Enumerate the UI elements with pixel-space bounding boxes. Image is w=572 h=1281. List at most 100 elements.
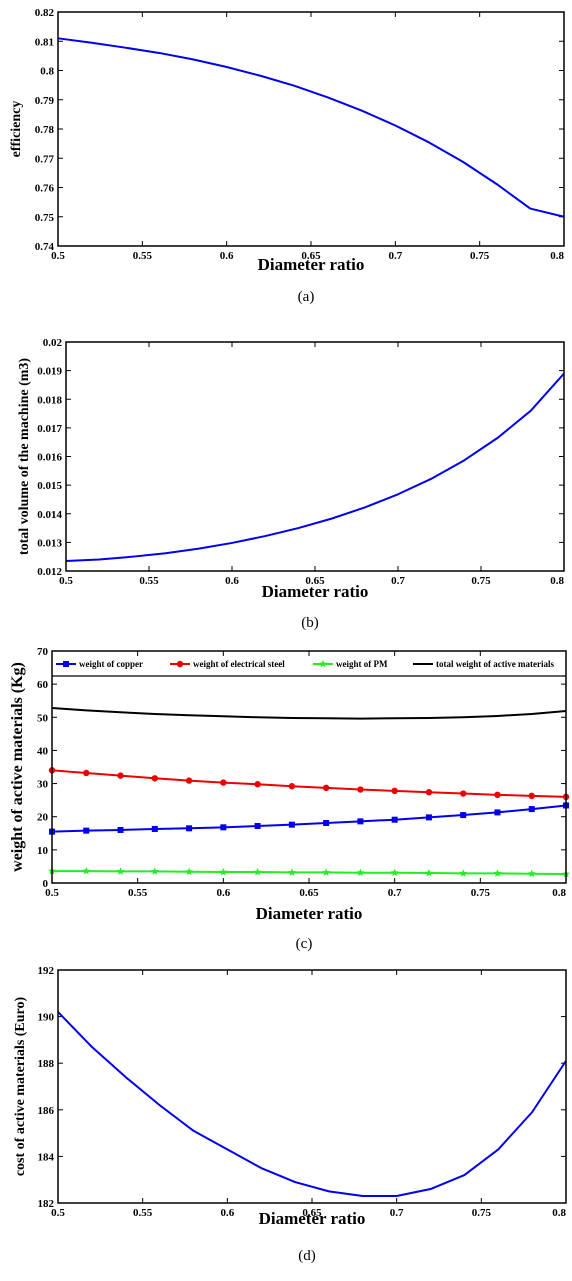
x-axis-label: Diameter ratio [262, 582, 369, 601]
y-tick-label: 20 [37, 812, 49, 824]
axis-ticks: 0.5 0.55 0.6 0.65 0.7 0.75 0.8 0 10 20 30 40 50 60 70 [37, 646, 567, 899]
data-point [116, 867, 125, 875]
data-point [425, 814, 432, 821]
y-tick-label: 70 [37, 646, 49, 658]
x-axis-label: Diameter ratio [258, 255, 365, 274]
x-tick-label: 0.8 [552, 887, 566, 899]
data-point [82, 866, 91, 875]
data-point [494, 791, 501, 799]
plot-frame [65, 341, 565, 572]
plot-frame [51, 650, 567, 884]
data-point [459, 869, 468, 877]
x-tick-label: 0.65 [302, 1207, 322, 1219]
y-tick-label: 192 [38, 965, 55, 977]
data-point [391, 787, 398, 795]
y-tick-label: 0.015 [37, 480, 62, 492]
axis-ticks: 0.5 0.55 0.6 0.65 0.7 0.75 0.8 182 184 186 188 190 1… [38, 965, 567, 1219]
y-tick-label: 0.74 [35, 241, 55, 253]
plot-marks [48, 767, 570, 878]
y-tick-label: 0.018 [37, 394, 62, 406]
y-tick-label: 0.017 [37, 423, 62, 435]
legend-marker-pm [319, 659, 327, 668]
x-tick-label: 0.65 [305, 575, 325, 587]
data-point [357, 818, 364, 825]
data-point [528, 806, 535, 813]
x-tick-label: 0.8 [550, 250, 564, 262]
y-tick-label: 0.81 [35, 36, 54, 48]
data-point [528, 792, 535, 800]
x-tick-label: 0.6 [220, 250, 234, 262]
y-tick-label: 0.79 [35, 95, 55, 107]
data-point [390, 868, 399, 877]
data-point [220, 779, 227, 786]
y-tick-label: 184 [38, 1151, 55, 1163]
data-point [220, 824, 227, 831]
data-point [357, 786, 364, 793]
plot-lines [65, 372, 565, 562]
y-tick-label: 188 [38, 1058, 55, 1070]
chart-panel-a: 0.5 0.55 0.6 0.65 0.7 0.75 0.8 0.74 0.75 0.76 0.77… [9, 7, 565, 305]
x-tick-label: 0.6 [225, 575, 239, 587]
data-point [424, 868, 433, 877]
data-point [425, 788, 433, 796]
x-tick-label: 0.75 [470, 250, 490, 262]
data-point [527, 869, 536, 878]
y-tick-label: 182 [38, 1198, 55, 1210]
x-tick-label: 0.55 [139, 575, 159, 587]
data-point [185, 867, 194, 876]
y-tick-label: 0.76 [35, 183, 55, 195]
chart-panel-c: 0.5 0.55 0.6 0.65 0.7 0.75 0.8010203040506070 … [9, 646, 570, 952]
data-point [151, 825, 158, 832]
panel-caption: (a) [298, 289, 315, 305]
plot-frame [57, 969, 567, 1204]
data-point [151, 775, 158, 782]
data-point [493, 869, 502, 877]
y-tick-label: 186 [38, 1105, 55, 1117]
y-axis-label: efficiency [9, 101, 24, 158]
data-point [323, 820, 330, 827]
y-tick-label: 0.8 [40, 66, 54, 78]
x-tick-label: 0.65 [301, 250, 321, 262]
y-tick-label: 30 [37, 779, 49, 791]
legend-label-electrical-steel: weight of electrical steel [193, 659, 285, 669]
x-tick-label: 0.5 [51, 250, 65, 262]
legend-item-electrical-steel: weight of electrical steel [170, 659, 285, 669]
y-tick-label: 0.77 [35, 153, 55, 165]
x-tick-label: 0.5 [51, 1207, 65, 1219]
legend-marker-shape [176, 660, 184, 668]
chart-panel-b: 0.5 0.55 0.6 0.65 0.7 0.75 0.8 0.012 0.013 0.014 0… [17, 337, 565, 631]
x-tick-label: 0.6 [216, 887, 230, 899]
legend-marker-shape [63, 661, 69, 667]
legend-item-copper: weight of copper [56, 659, 143, 669]
series-line-1 [51, 769, 567, 798]
series-line-0 [57, 37, 565, 218]
x-axis-label: Diameter ratio [256, 904, 363, 923]
y-tick-label: 0.02 [43, 337, 63, 349]
y-tick-label: 0.82 [35, 7, 55, 19]
y-axis-label: total volume of the machine (m3) [17, 358, 32, 555]
panel-caption: (c) [296, 936, 313, 952]
data-point [253, 867, 262, 876]
x-tick-label: 0.7 [388, 887, 402, 899]
legend-label-total: total weight of active materials [436, 659, 554, 669]
series-line-0 [51, 804, 567, 833]
x-tick-label: 0.75 [471, 887, 491, 899]
y-tick-label: 60 [37, 679, 49, 691]
panel-caption: (d) [298, 1248, 316, 1264]
data-point [288, 821, 295, 828]
legend-item-pm: weight of PM [313, 659, 388, 669]
data-point [254, 781, 261, 788]
data-point [150, 867, 159, 875]
series-line-2 [52, 870, 567, 876]
y-tick-label: 0.014 [37, 509, 62, 521]
legend-marker-electrical-steel [176, 660, 184, 668]
x-tick-label: 0.75 [471, 575, 491, 587]
y-axis-label: weight of active materials (Kg) [9, 662, 26, 872]
legend: weight of copper weight of electrical st… [56, 659, 554, 669]
y-tick-label: 0.019 [37, 366, 62, 378]
panel-caption: (b) [301, 615, 319, 631]
x-tick-label: 0.55 [133, 250, 153, 262]
x-tick-label: 0.7 [390, 1207, 404, 1219]
legend-marker-shape [319, 659, 327, 668]
